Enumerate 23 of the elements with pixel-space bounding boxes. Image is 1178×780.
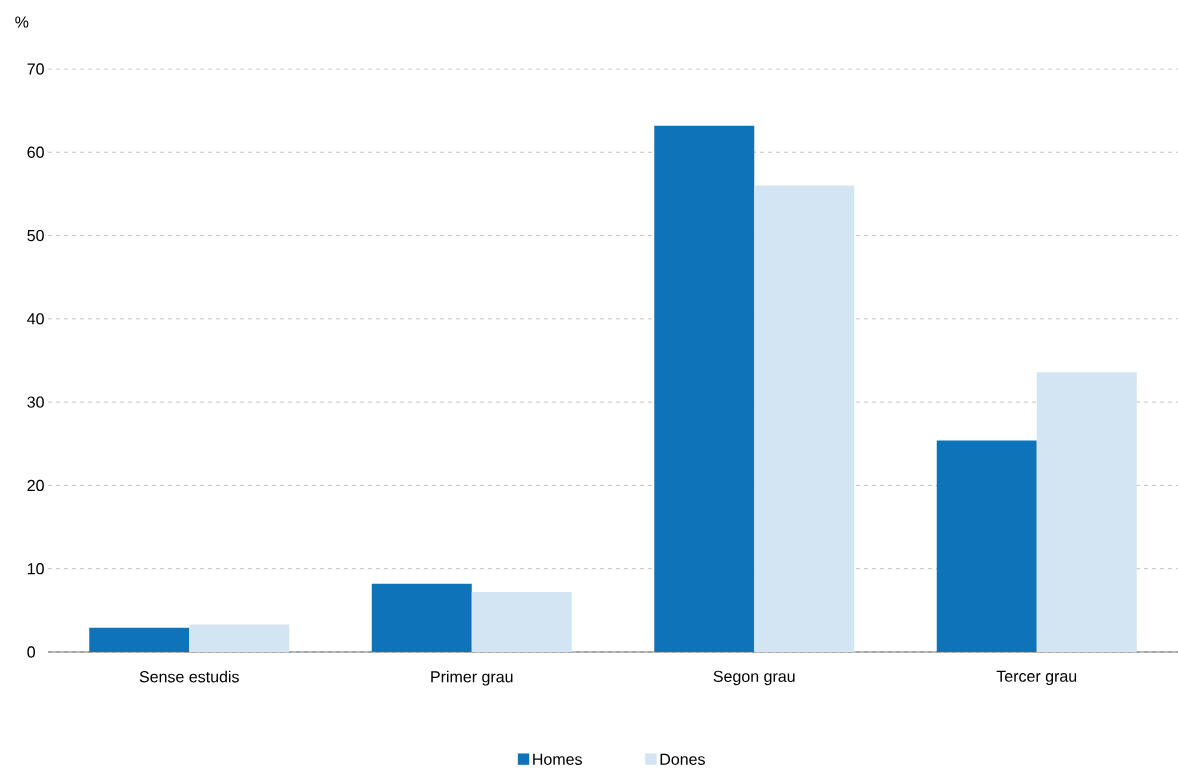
bar — [936, 440, 1037, 652]
y-tick-label: 60 — [27, 146, 44, 158]
y-tick-label: 40 — [27, 313, 44, 325]
bar — [471, 592, 572, 652]
bar — [754, 185, 855, 652]
bar — [89, 627, 190, 652]
y-tick-label: 10 — [27, 563, 44, 575]
bar — [654, 125, 755, 652]
y-tick-label: 30 — [27, 396, 44, 408]
legend-label: Dones — [660, 753, 705, 765]
x-tick-label: Primer grau — [431, 670, 513, 686]
x-tick-label: Tercer grau — [996, 670, 1077, 686]
bar — [189, 624, 290, 652]
y-tick-label: 20 — [27, 479, 44, 492]
y-axis-title: % — [15, 16, 29, 28]
bar — [1036, 372, 1137, 652]
legend-label: Homes — [533, 753, 582, 765]
x-tick-label: Sense estudis — [139, 670, 239, 683]
y-tick-label: 0 — [27, 646, 35, 658]
x-tick-label: Segon grau — [713, 670, 795, 686]
y-tick-label: 50 — [27, 229, 44, 242]
bar — [371, 583, 472, 652]
y-tick-label: 70 — [27, 63, 44, 75]
